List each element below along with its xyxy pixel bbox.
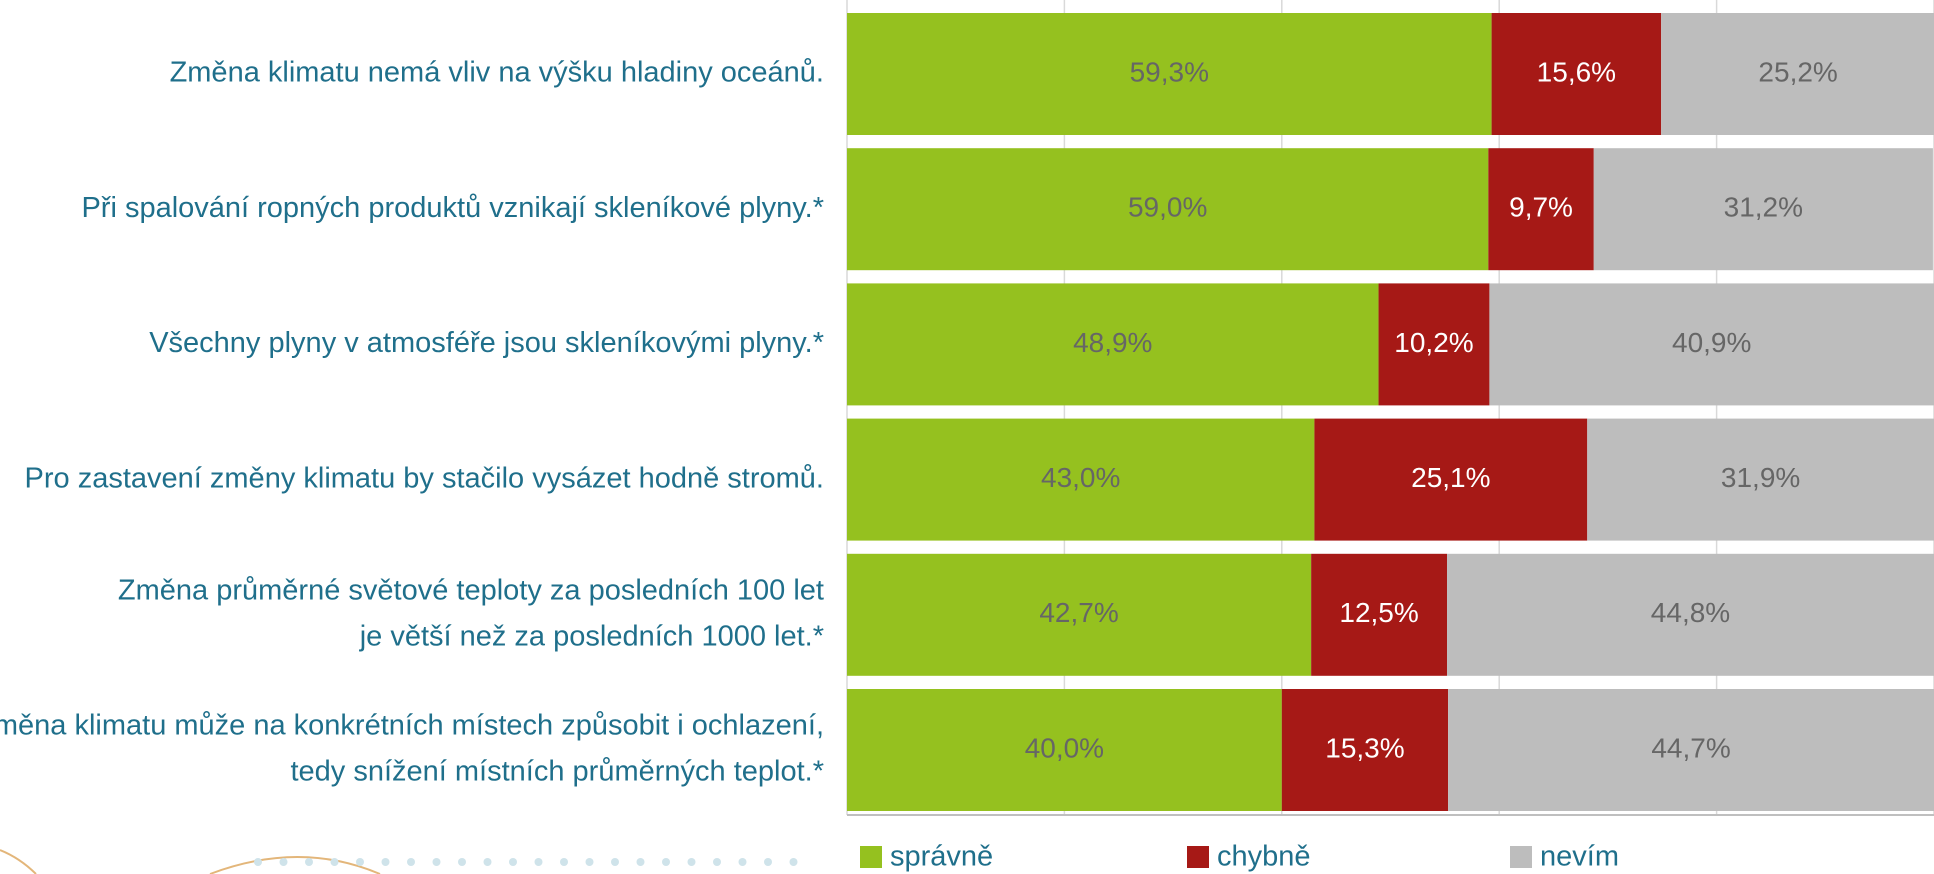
decor-dot <box>280 858 288 866</box>
value-label: 25,2% <box>1758 56 1837 87</box>
decor-dot <box>509 858 517 866</box>
decor-dot <box>764 858 772 866</box>
chart: Změna klimatu nemá vliv na výšku hladiny… <box>0 0 1934 874</box>
decor-dot <box>560 858 568 866</box>
value-label: 48,9% <box>1073 327 1152 358</box>
decor-dot <box>662 858 670 866</box>
decoration <box>0 850 380 874</box>
decor-dot <box>484 858 492 866</box>
legend-label: správně <box>890 841 993 873</box>
decor-dot <box>535 858 543 866</box>
category-label: Změna klimatu nemá vliv na výšku hladiny… <box>170 57 824 89</box>
value-label: 59,0% <box>1128 192 1207 223</box>
legend-swatch <box>1187 846 1209 868</box>
value-label: 12,5% <box>1339 597 1418 628</box>
category-label: Změna průměrné světové teploty za posled… <box>118 574 824 606</box>
decor-dot <box>637 858 645 866</box>
value-label: 40,0% <box>1025 732 1104 763</box>
decor-dot <box>790 858 798 866</box>
decor-dot <box>331 858 339 866</box>
page: {"chart_data": {"type": "stacked-bar-hor… <box>0 0 1934 874</box>
decor-dot <box>305 858 313 866</box>
value-label: 25,1% <box>1411 462 1490 493</box>
category-label: Při spalování ropných produktů vznikají … <box>81 192 824 224</box>
decor-dot <box>356 858 364 866</box>
value-label: 44,7% <box>1651 732 1730 763</box>
decor-dot <box>433 858 441 866</box>
value-label: 31,9% <box>1721 462 1800 493</box>
decor-dot <box>586 858 594 866</box>
decor-dot <box>382 858 390 866</box>
value-label: 15,6% <box>1537 56 1616 87</box>
decor-dot <box>254 858 262 866</box>
value-label: 59,3% <box>1130 56 1209 87</box>
category-label: Změna klimatu může na konkrétních místec… <box>0 710 824 742</box>
category-label: Všechny plyny v atmosféře jsou skleníkov… <box>149 327 824 359</box>
value-label: 15,3% <box>1325 732 1404 763</box>
decor-dot <box>458 858 466 866</box>
category-label: je větší než za posledních 1000 let.* <box>359 620 824 652</box>
category-label: Pro zastavení změny klimatu by stačilo v… <box>25 462 824 494</box>
legend-label: nevím <box>1540 841 1619 873</box>
value-label: 43,0% <box>1041 462 1120 493</box>
decor-dot <box>688 858 696 866</box>
value-label: 31,2% <box>1724 192 1803 223</box>
value-label: 42,7% <box>1039 597 1118 628</box>
value-label: 9,7% <box>1509 192 1573 223</box>
decor-dot <box>407 858 415 866</box>
value-label: 10,2% <box>1394 327 1473 358</box>
legend-label: chybně <box>1217 841 1311 873</box>
value-label: 40,9% <box>1672 327 1751 358</box>
value-label: 44,8% <box>1651 597 1730 628</box>
legend-swatch <box>860 846 882 868</box>
decor-dot <box>739 858 747 866</box>
category-label: tedy snížení místních průměrných teplot.… <box>290 756 824 788</box>
decor-dot <box>611 858 619 866</box>
legend-swatch <box>1510 846 1532 868</box>
decor-dot <box>713 858 721 866</box>
